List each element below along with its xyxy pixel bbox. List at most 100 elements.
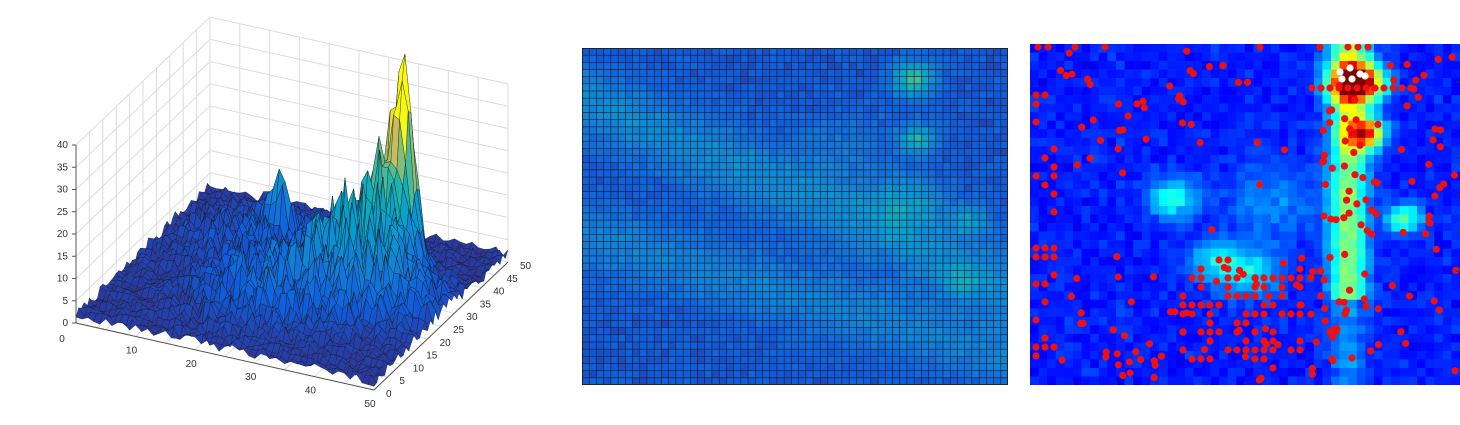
heatmap-cell [892,234,899,241]
heatmap-cell [849,163,856,170]
heatmap-cell [856,98,863,105]
heatmap-cell [734,320,741,327]
heatmap-cell [806,170,813,177]
heatmap-cell [763,191,770,198]
heatmap-cell [900,227,907,234]
heatmap-cell [690,177,697,184]
heatmap-cell [633,199,640,206]
heatmap-cell [936,249,943,256]
heatmap-cell [791,191,798,198]
heatmap-cell [719,113,726,120]
heatmap-cell [582,313,589,320]
heatmap-cell [929,84,936,91]
heatmap-cell [842,277,849,284]
heatmap-cell [698,98,705,105]
heatmap-cell [856,91,863,98]
heatmap-cell [654,120,661,127]
heatmap-cell [799,105,806,112]
heatmap-cell [885,148,892,155]
heatmap-cell [705,91,712,98]
heatmap-cell [957,141,964,148]
heatmap-cell [827,127,834,134]
heatmap-cell [994,127,1001,134]
heatmap-cell [878,270,885,277]
heatmap-cell [994,113,1001,120]
heatmap-cell [885,105,892,112]
heatmap-cell [842,206,849,213]
heatmap-cell [589,220,596,227]
heatmap-cell [640,156,647,163]
heatmap-cell [820,256,827,263]
heatmap-cell [683,206,690,213]
z-tick-label: 15 [57,251,69,262]
heatmap-cell [683,91,690,98]
heatmap-cell [661,184,668,191]
heatmap-cell [690,98,697,105]
heatmap-cell [654,206,661,213]
heatmap-cell [784,256,791,263]
heatmap-cell [892,55,899,62]
heatmap-cell [986,292,993,299]
heatmap-cell [791,292,798,299]
heatmap-cell [589,105,596,112]
heatmap-cell [712,191,719,198]
heatmap-cell [892,98,899,105]
heatmap-cell [929,206,936,213]
heatmap-cell [806,184,813,191]
heatmap-cell [770,48,777,55]
heatmap-cell [986,277,993,284]
heatmap-cell [907,191,914,198]
heatmap-cell [849,191,856,198]
heatmap-cell [582,263,589,270]
heatmap-cell [596,199,603,206]
heatmap-cell [979,77,986,84]
heatmap-cell [596,270,603,277]
heatmap-cell [820,170,827,177]
heatmap-cell [921,206,928,213]
heatmap-cell [640,163,647,170]
heatmap-cell [849,77,856,84]
heatmap-cell [633,292,640,299]
heatmap-cell [770,120,777,127]
heatmap-cell [799,285,806,292]
heatmap-cell [914,191,921,198]
heatmap-cell [965,70,972,77]
heatmap-cell [647,141,654,148]
heatmap-cell [640,55,647,62]
heatmap-cell [690,292,697,299]
heatmap-cell [842,77,849,84]
heatmap-cell [676,62,683,69]
heatmap-cell [589,141,596,148]
heatmap-cell [734,156,741,163]
heatmap-cell [835,199,842,206]
heatmap-cell [661,191,668,198]
heatmap-cell [582,277,589,284]
heatmap-cell [914,270,921,277]
heatmap-cell [726,285,733,292]
heatmap-cell [943,191,950,198]
heatmap-cell [849,206,856,213]
heatmap-cell [885,313,892,320]
heatmap-cell [820,263,827,270]
heatmap-cell [618,335,625,342]
heatmap-cell [864,227,871,234]
heatmap-cell [690,299,697,306]
heatmap-cell [748,70,755,77]
heatmap-cell [900,313,907,320]
heatmap-cell [856,335,863,342]
z-gridline [76,62,508,190]
heatmap-cell [777,328,784,335]
heatmap-cell [921,184,928,191]
heatmap-cell [741,184,748,191]
y-tick-label: 35 [480,299,492,310]
heatmap-cell [784,213,791,220]
heatmap-cell [791,62,798,69]
heatmap-cell [1001,62,1008,69]
heatmap-cell [972,270,979,277]
heatmap-cell [633,134,640,141]
heatmap-cell [763,148,770,155]
heatmap-cell [921,156,928,163]
heatmap-cell [698,184,705,191]
heatmap-cell [633,156,640,163]
heatmap-cell [827,335,834,342]
